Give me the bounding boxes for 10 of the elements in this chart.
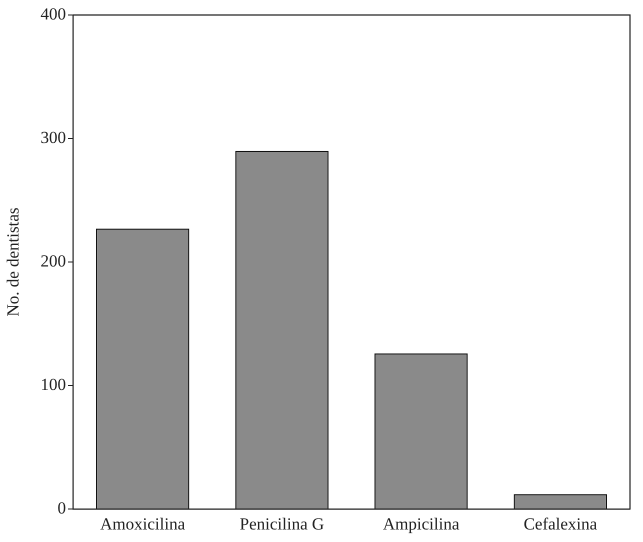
y-tick-label: 300	[40, 128, 66, 147]
x-tick-label: Amoxicilina	[100, 514, 186, 534]
x-tick-label: Ampicilina	[382, 514, 460, 534]
y-tick-label: 200	[40, 251, 66, 270]
y-axis-title: No. de dentistas	[4, 207, 23, 317]
x-tick-label: Cefalexina	[524, 514, 598, 534]
x-tick-label: Penicilina G	[240, 514, 324, 534]
y-tick-label: 0	[58, 498, 66, 518]
y-tick-label: 400	[40, 4, 66, 24]
y-tick-label: 100	[40, 374, 66, 394]
